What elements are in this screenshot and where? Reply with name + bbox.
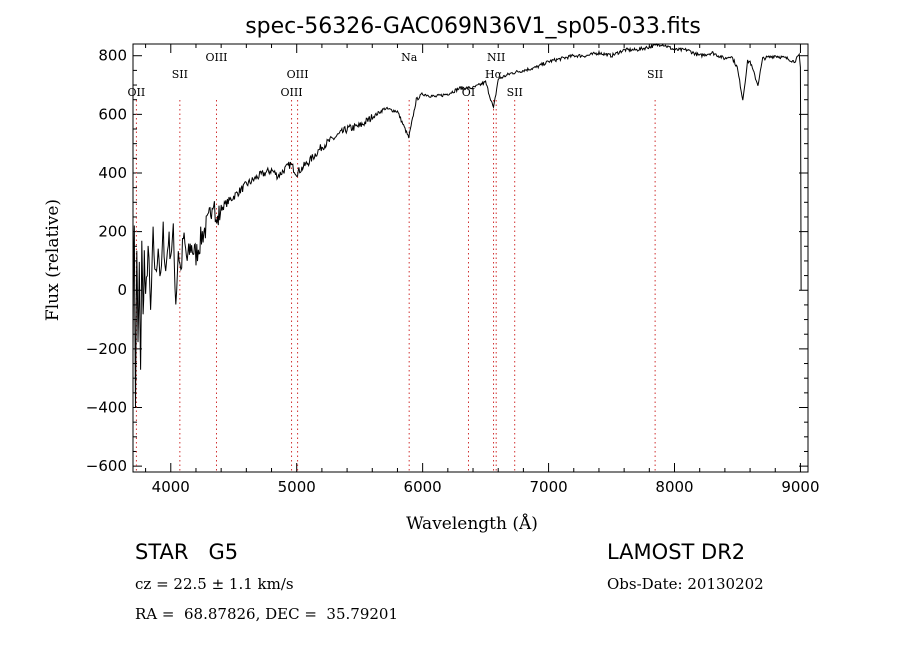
x-tick-label: 8000 [655, 478, 693, 496]
y-tick-label: −400 [86, 399, 127, 417]
emission-line-label: OIII [281, 86, 303, 99]
x-tick-label: 9000 [781, 478, 819, 496]
emission-line-label: SII [507, 86, 523, 99]
survey-label: LAMOST DR2 [607, 540, 746, 564]
obs-date-label: Obs-Date: 20130202 [607, 575, 764, 593]
spectrum-series [132, 43, 802, 408]
x-tick-label: 6000 [404, 478, 442, 496]
x-tick-label: 7000 [529, 478, 567, 496]
emission-line-label: OIII [205, 51, 227, 64]
plot-frame [132, 43, 809, 473]
x-tick-label: 4000 [152, 478, 190, 496]
object-class-label: STAR G5 [135, 540, 239, 564]
redshift-label: cz = 22.5 ± 1.1 km/s [135, 575, 294, 593]
spectrum-line [132, 43, 802, 408]
emission-line-label: Na [401, 51, 418, 64]
coordinates-label: RA = 68.87826, DEC = 35.79201 [135, 605, 399, 623]
y-tick-label: 600 [98, 105, 127, 123]
x-tick-label: 5000 [278, 478, 316, 496]
emission-line-label: OIII [287, 68, 309, 81]
y-axis-label: Flux (relative) [43, 199, 63, 321]
y-tick-label: 800 [98, 47, 127, 65]
emission-line-label: NII [487, 51, 505, 64]
emission-line-label: SII [647, 68, 663, 81]
chart-title: spec-56326-GAC069N36V1_sp05-033.fits [245, 14, 701, 39]
y-tick-label: −600 [86, 457, 127, 475]
y-tick-label: 400 [98, 164, 127, 182]
emission-line-label: Hα [485, 68, 503, 81]
y-tick-label: −200 [86, 340, 127, 358]
y-tick-label: 200 [98, 223, 127, 241]
y-tick-label: 0 [117, 281, 127, 299]
plot-axes: 4000 5000 6000 7000 8000 9000 −600 −400 −200 0 200… [86, 43, 820, 496]
x-axis-label: Wavelength (Å) [406, 513, 538, 534]
emission-line-label: SII [172, 68, 188, 81]
emission-line-label: OII [128, 86, 146, 99]
